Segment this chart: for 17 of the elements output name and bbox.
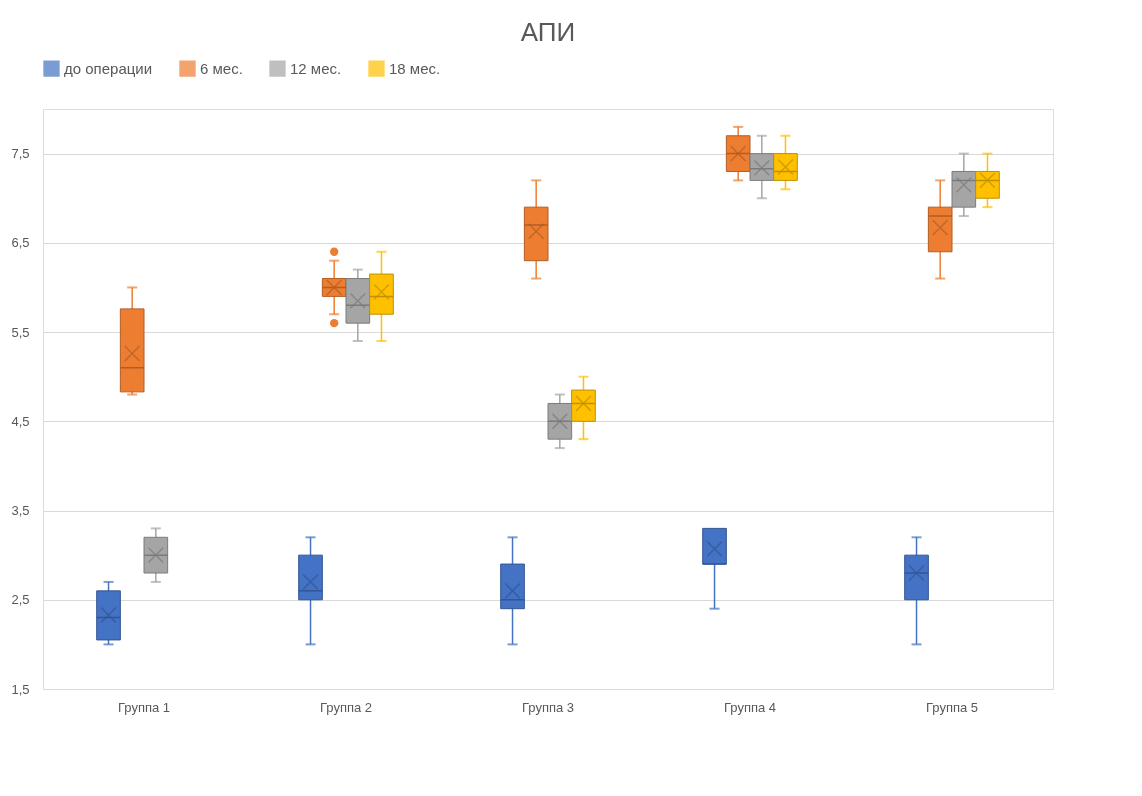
legend-label: 18 мес. — [389, 59, 441, 77]
legend-label: 12 мес. — [290, 59, 342, 77]
legend-label: до операции — [64, 59, 153, 77]
x-tick-label: Группа 4 — [723, 699, 777, 715]
y-tick-label: 3,5 — [11, 503, 30, 519]
legend-label: 6 мес. — [200, 59, 243, 77]
x-tick-label: Группа 5 — [925, 699, 979, 715]
x-tick-label: Группа 1 — [117, 699, 171, 715]
y-tick-label: 1,5 — [11, 681, 30, 697]
y-tick-label: 5,5 — [11, 324, 30, 340]
x-tick-label: Группа 2 — [319, 699, 373, 715]
x-tick-label: Группа 3 — [521, 699, 575, 715]
y-tick-label: 6,5 — [11, 235, 30, 251]
y-tick-label: 4,5 — [11, 413, 30, 429]
y-tick-label: 2,5 — [11, 592, 30, 608]
chart-title: АПИ — [520, 17, 576, 47]
y-tick-label: 7,5 — [11, 146, 30, 162]
